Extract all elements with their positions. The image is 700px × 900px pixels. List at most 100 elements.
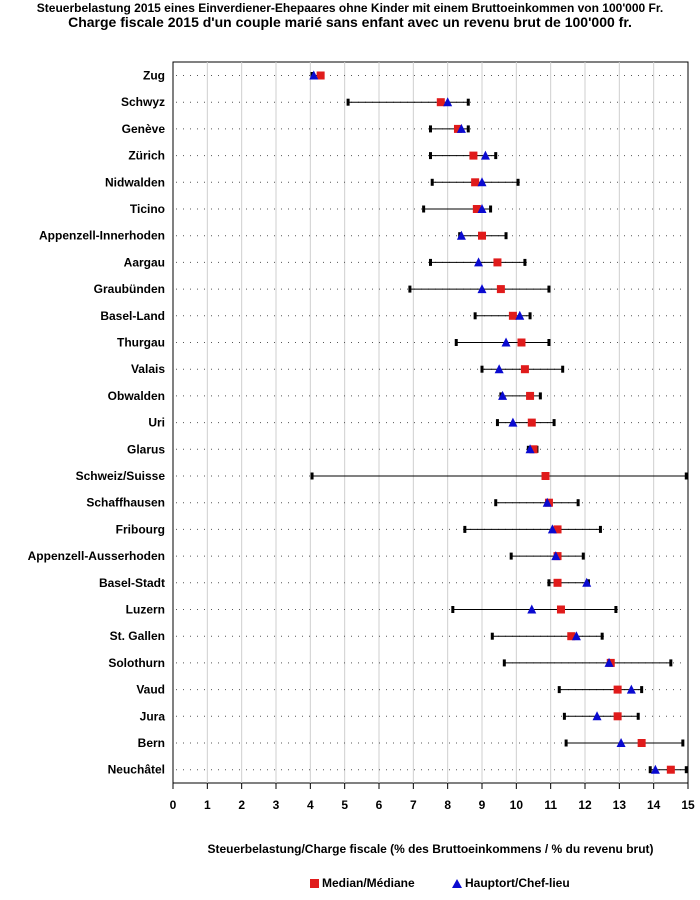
capital-marker	[604, 657, 614, 667]
x-tick-label: 12	[578, 798, 592, 812]
median-marker	[520, 365, 529, 374]
range-min-cap	[494, 499, 498, 507]
y-category-label: Thurgau	[117, 336, 165, 350]
median-marker	[541, 472, 550, 480]
capital-marker	[443, 97, 453, 107]
y-category-label: Luzern	[126, 603, 165, 617]
y-category-label: Nidwalden	[105, 175, 165, 189]
x-tick-label: 10	[510, 798, 524, 812]
capital-marker	[592, 711, 602, 721]
range-max-cap	[547, 339, 551, 346]
range-max-cap	[552, 419, 556, 427]
x-tick-label: 3	[273, 798, 280, 812]
median-marker	[556, 605, 565, 614]
range-max-cap	[547, 285, 551, 293]
x-tick-label: 7	[410, 798, 417, 812]
y-category-label: Zürich	[128, 149, 165, 163]
y-category-label: Schweiz/Suisse	[76, 469, 166, 483]
range-max-cap	[466, 98, 470, 106]
range-max-cap	[466, 125, 470, 133]
capital-marker	[477, 204, 487, 213]
range-max-cap	[636, 712, 640, 720]
range-max-cap	[489, 205, 493, 213]
y-category-label: Uri	[148, 416, 165, 430]
y-category-label: Fribourg	[116, 522, 165, 536]
range-min-cap	[430, 178, 434, 186]
capital-marker	[515, 310, 525, 320]
range-max-cap	[523, 258, 527, 266]
y-category-label: Graubünden	[94, 282, 165, 296]
median-marker	[527, 418, 536, 427]
range-max-cap	[504, 232, 508, 240]
median-marker	[567, 632, 576, 641]
range-min-cap	[490, 632, 494, 640]
median-marker	[478, 231, 486, 240]
y-category-label: Valais	[131, 362, 165, 376]
range-min-cap	[408, 285, 412, 293]
capital-marker	[456, 230, 466, 240]
legend-label-median: Median/Médiane	[322, 876, 415, 890]
median-marker	[453, 124, 462, 133]
range-max-cap	[494, 152, 498, 160]
x-tick-label: 2	[238, 798, 245, 812]
range-max-cap	[561, 365, 565, 373]
median-marker	[436, 98, 445, 107]
capital-marker	[498, 390, 508, 400]
range-max-cap	[538, 392, 542, 400]
capital-marker	[480, 150, 490, 160]
y-category-label: Zug	[143, 69, 165, 83]
median-marker	[472, 205, 481, 213]
range-min-cap	[502, 659, 506, 667]
legend: Median/Médiane Hauptort/Chef-lieu	[0, 876, 700, 892]
capital-marker	[650, 764, 660, 774]
range-min-cap	[429, 258, 432, 266]
x-tick-label: 15	[681, 798, 695, 812]
median-marker	[553, 525, 562, 534]
capital-marker	[494, 364, 504, 374]
median-marker	[613, 712, 622, 721]
median-marker	[316, 71, 325, 80]
median-marker	[508, 311, 517, 320]
y-category-label: Vaud	[136, 683, 165, 697]
range-min-cap	[480, 365, 484, 373]
x-tick-label: 1	[204, 798, 211, 812]
capital-triangle-icon	[452, 879, 462, 889]
median-marker	[517, 338, 526, 347]
range-max-cap	[598, 525, 602, 533]
x-tick-label: 11	[544, 798, 557, 812]
range-min-cap	[557, 686, 561, 694]
x-tick-label: 5	[341, 798, 348, 812]
median-marker	[666, 765, 675, 774]
range-min-cap	[495, 419, 499, 427]
range-min-cap	[422, 205, 426, 213]
x-axis-label: Steuerbelastung/Charge fiscale (% des Br…	[207, 842, 654, 856]
range-min-cap	[451, 606, 455, 613]
x-tick-label: 13	[613, 798, 627, 812]
range-min-cap	[564, 739, 568, 747]
y-category-label: Appenzell-Innerhoden	[39, 229, 165, 243]
capital-marker	[527, 604, 537, 614]
range-max-cap	[669, 659, 673, 667]
x-tick-label: 0	[170, 798, 177, 812]
x-tick-label: 8	[444, 798, 451, 812]
median-marker	[613, 685, 622, 694]
median-marker	[493, 258, 502, 267]
capital-marker	[616, 738, 626, 747]
x-tick-label: 9	[479, 798, 486, 812]
y-category-label: Glarus	[127, 442, 165, 456]
median-marker	[471, 178, 480, 187]
capital-marker	[309, 70, 319, 80]
range-max-cap	[640, 686, 644, 694]
range-max-cap	[516, 178, 520, 186]
range-min-cap	[429, 125, 432, 133]
capital-marker	[474, 257, 484, 267]
capital-marker	[477, 177, 487, 187]
capital-marker	[456, 123, 466, 133]
median-marker	[496, 285, 505, 294]
x-tick-label: 4	[307, 798, 314, 812]
y-category-label: Obwalden	[108, 389, 165, 403]
y-category-label: Aargau	[124, 255, 165, 269]
plot-frame	[172, 61, 689, 784]
y-category-label: Ticino	[130, 202, 165, 216]
